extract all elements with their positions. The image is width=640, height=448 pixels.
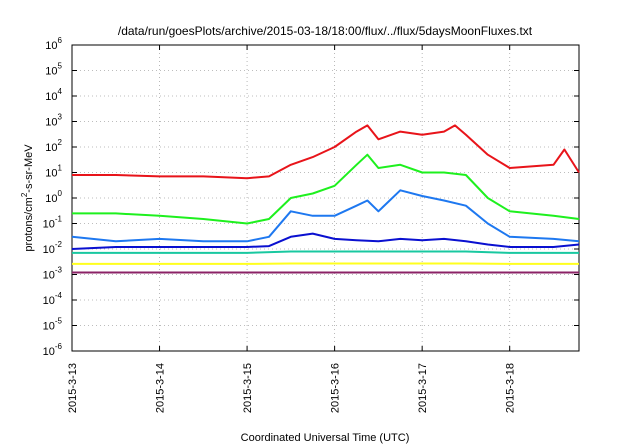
series-line-1: [72, 124, 580, 180]
y-axis-label-suffix: -s-sr-MeV: [23, 144, 35, 193]
series-line-2: [72, 153, 580, 225]
y-axis-label: protons/cm2-s-sr-MeV: [20, 144, 35, 252]
x-tick-label: 2015-3-14: [155, 363, 167, 413]
y-axis-label-prefix: protons/cm: [23, 197, 35, 251]
y-tick-label: 104: [45, 87, 62, 103]
series-line-4: [71, 232, 580, 250]
x-axis: 2015-3-13 2015-3-14 2015-3-15 2015-3-16 2015…: [67, 45, 517, 413]
y-tick-label: 10-6: [43, 342, 63, 358]
y-tick-label: 105: [45, 62, 62, 78]
y-tick-label: 10-4: [43, 291, 63, 307]
y-tick-label: 102: [45, 138, 62, 154]
x-tick-label: 2015-3-13: [67, 363, 79, 413]
grid-lines: [71, 45, 579, 351]
y-tick-label: 103: [45, 113, 62, 129]
y-axis-label-superscript: 2: [20, 192, 29, 197]
y-tick-label: 10-1: [43, 215, 63, 231]
series-layer: [71, 124, 580, 274]
y-tick-label: 10-2: [43, 240, 63, 256]
series-line-3: [71, 189, 580, 243]
y-tick-label: 10-3: [43, 266, 63, 282]
y-tick-label: 100: [45, 189, 62, 205]
x-tick-label: 2015-3-15: [242, 363, 254, 413]
y-tick-label: 106: [45, 36, 62, 52]
x-tick-label: 2015-3-17: [417, 363, 429, 413]
y-tick-label: 101: [45, 164, 62, 180]
y-axis: 10-6 10-5 10-4 10-3 10-2 10-1 100 101 102 103 104 1…: [43, 36, 579, 358]
chart-title: /data/run/goesPlots/archive/2015-03-18/1…: [118, 24, 533, 38]
x-tick-label: 2015-3-16: [330, 363, 342, 413]
x-axis-label: Coordinated Universal Time (UTC): [241, 432, 410, 444]
series-line-5: [72, 250, 579, 254]
y-tick-label: 10-5: [43, 317, 63, 333]
x-tick-label: 2015-3-18: [505, 363, 517, 413]
